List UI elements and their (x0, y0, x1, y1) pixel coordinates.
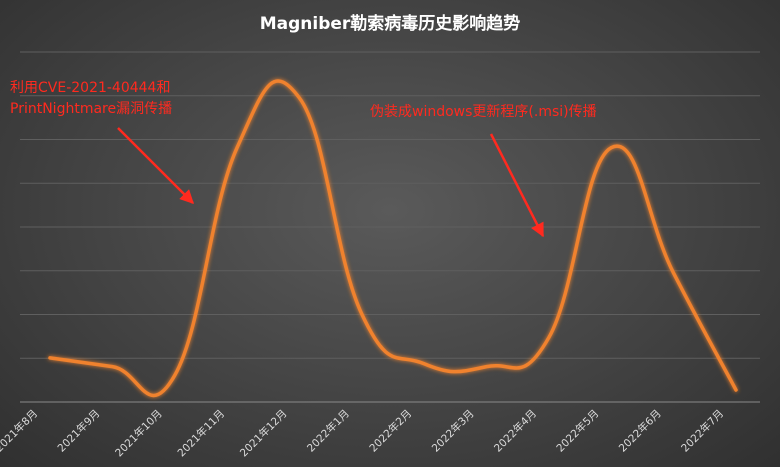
x-tick-label: 2021年9月 (55, 407, 103, 455)
x-tick-label: 2022年2月 (367, 407, 415, 455)
data-point (110, 365, 114, 369)
x-tick-label: 2022年5月 (554, 407, 602, 455)
data-point (547, 335, 551, 339)
x-tick-label: 2022年1月 (304, 407, 352, 455)
x-tick-label: 2022年4月 (491, 407, 539, 455)
annotations: 利用CVE-2021-40444和 PrintNightmare漏洞传播 伪装成… (10, 80, 597, 238)
x-tick-label: 2021年10月 (112, 407, 164, 459)
data-point (734, 388, 738, 392)
data-point (360, 312, 364, 316)
x-tick-label: 2022年7月 (678, 407, 726, 455)
x-tick-label: 2021年12月 (237, 407, 289, 459)
annotation-1-line-2: PrintNightmare漏洞传播 (10, 101, 172, 117)
chart-title: Magniber勒索病毒历史影响趋势 (260, 13, 521, 34)
series-line-1 (48, 79, 738, 398)
annotation-1-arrow (117, 127, 194, 204)
series-layer (48, 79, 738, 398)
data-point (173, 373, 177, 377)
x-tick-label: 2022年6月 (616, 407, 664, 455)
data-point (48, 356, 52, 360)
data-point (297, 96, 301, 100)
data-point (672, 271, 676, 275)
x-tick-label: 2022年3月 (429, 407, 477, 455)
annotation-1-line-1: 利用CVE-2021-40444和 (10, 80, 170, 96)
x-axis-ticks: 2021年8月 2021年9月 2021年10月 2021年11月 2021年12月 20… (0, 407, 726, 459)
data-point (485, 365, 489, 369)
annotation-2-arrow (489, 133, 545, 238)
data-point (235, 146, 239, 150)
data-point (609, 146, 613, 150)
annotation-2-line-1: 伪装成windows更新程序(.msi)传播 (370, 104, 597, 120)
gridlines (20, 51, 760, 403)
data-point (422, 362, 426, 366)
x-tick-label: 2021年8月 (0, 407, 40, 455)
x-tick-label: 2021年11月 (175, 407, 227, 459)
